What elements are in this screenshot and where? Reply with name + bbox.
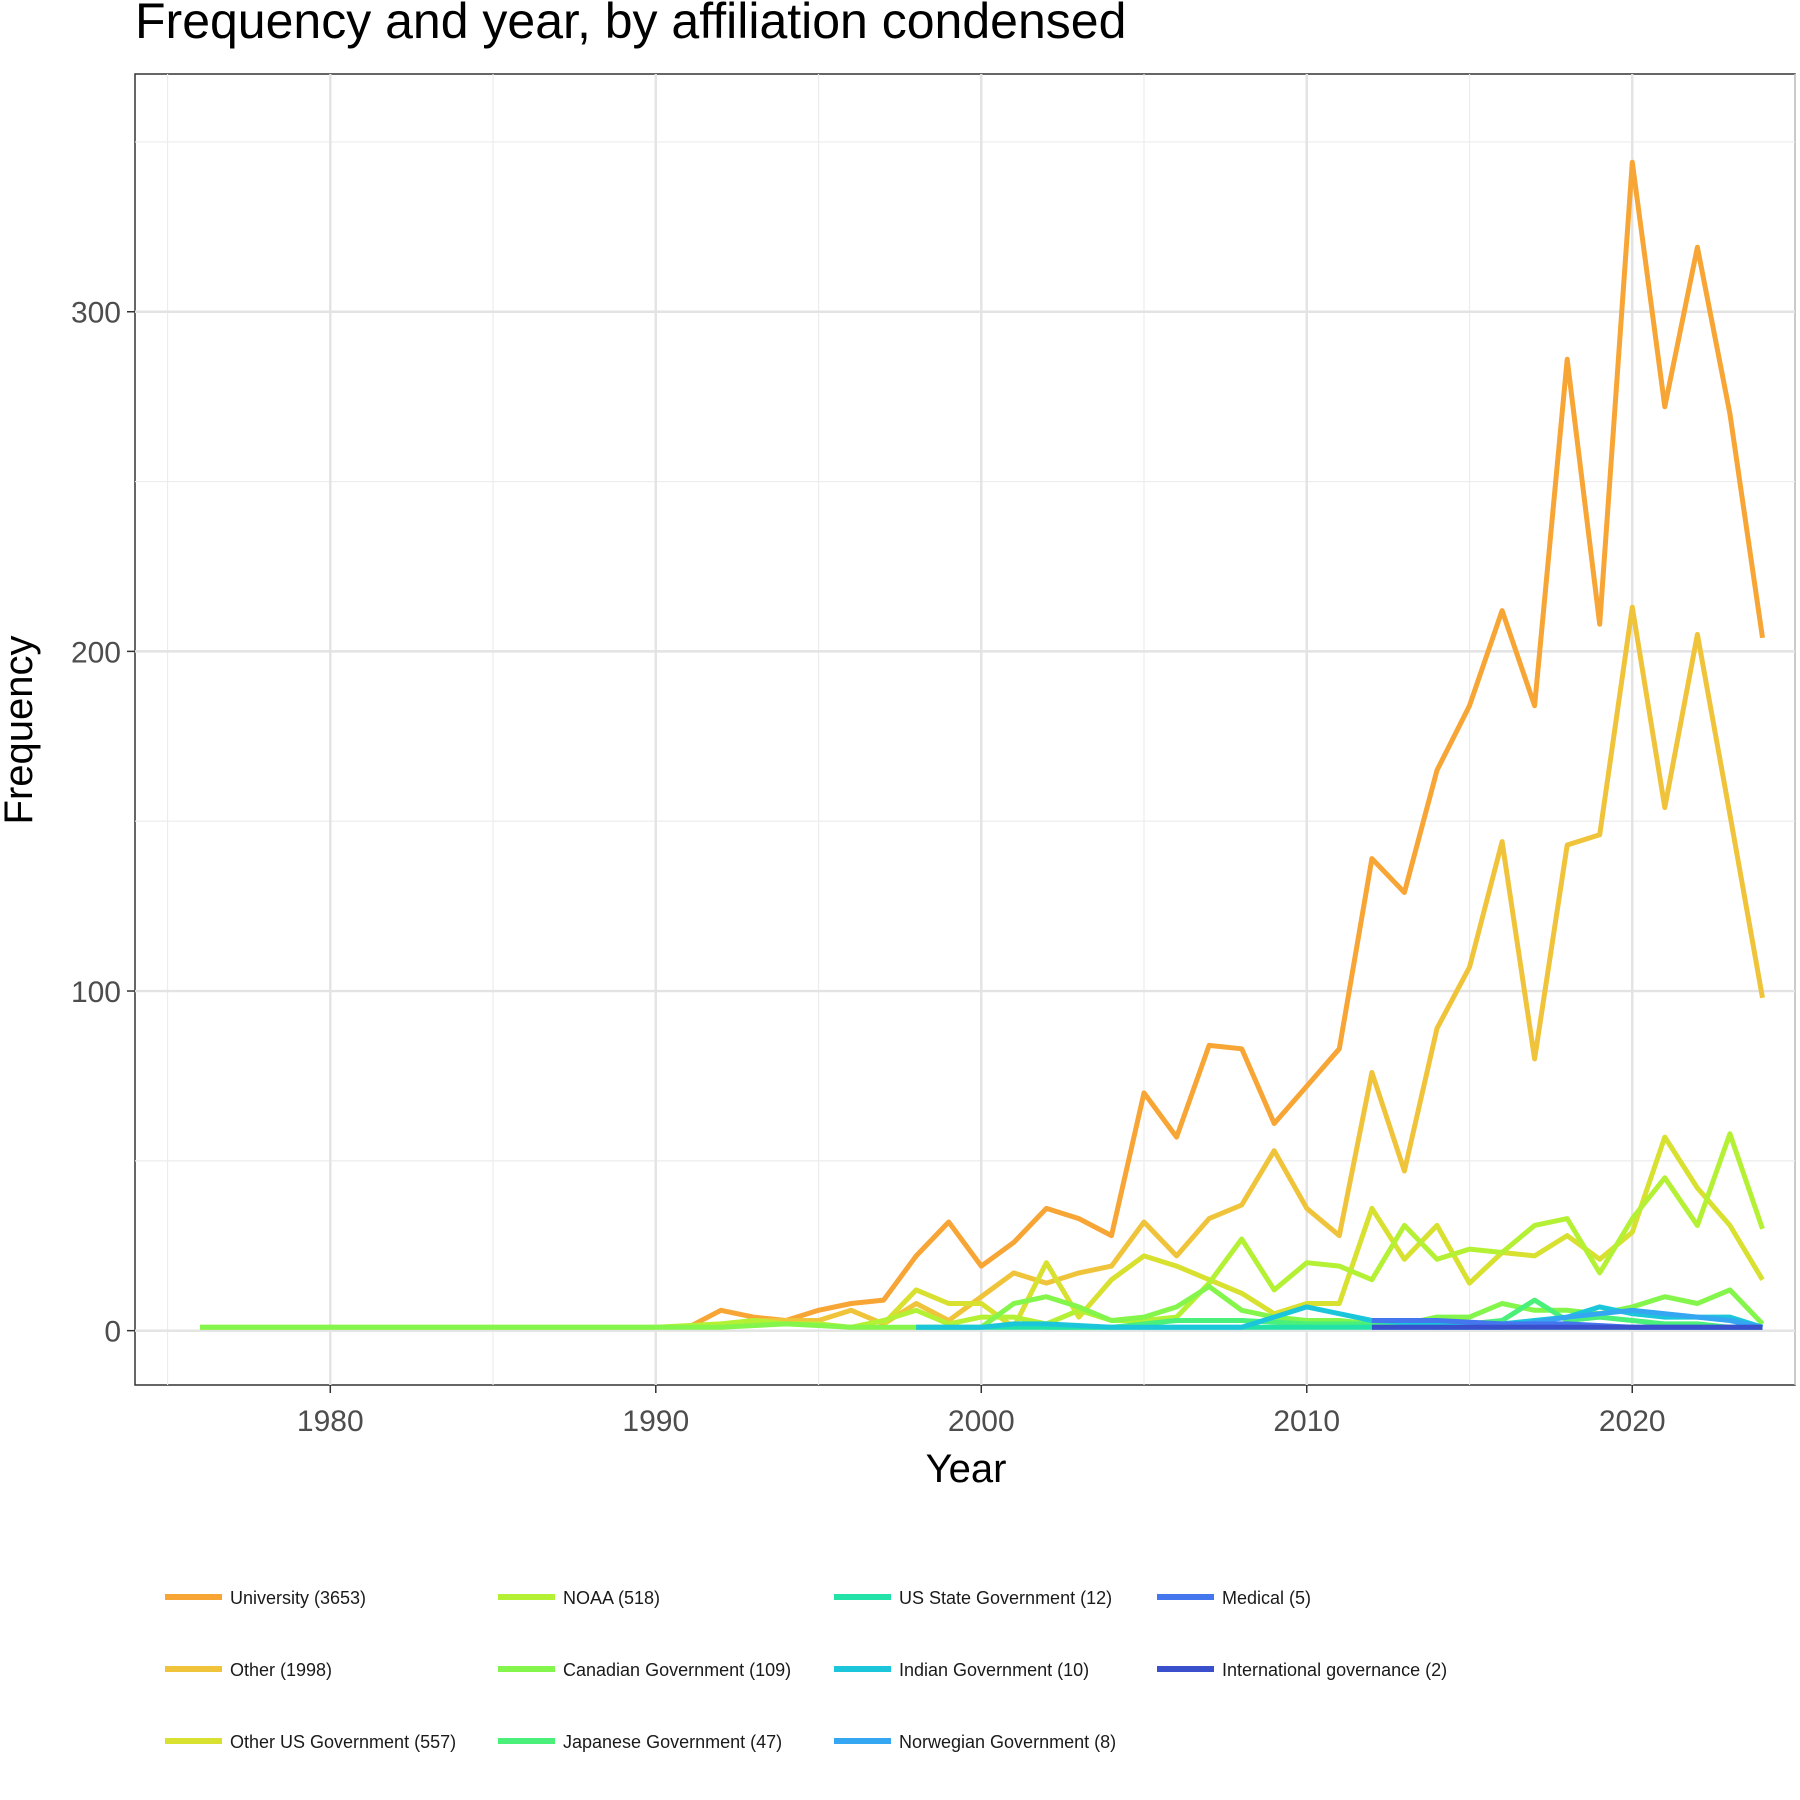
grid xyxy=(135,74,1796,1385)
y-tick-label: 300 xyxy=(71,297,121,330)
x-tick-label: 2010 xyxy=(1273,1405,1340,1438)
x-tick-label: 1980 xyxy=(297,1405,364,1438)
y-tick-label: 200 xyxy=(71,636,121,669)
y-tick-label: 0 xyxy=(104,1316,121,1349)
legend-label: NOAA (518) xyxy=(563,1588,660,1608)
x-tick-label: 1990 xyxy=(622,1405,689,1438)
y-axis-ticks: 0 100 200 300 xyxy=(71,297,135,1349)
legend-label: University (3653) xyxy=(230,1588,366,1608)
x-axis-ticks: 1980 1990 2000 2010 2020 xyxy=(297,1385,1666,1438)
legend-label: US State Government (12) xyxy=(899,1588,1112,1608)
legend: University (3653) Other (1998) Other US Go… xyxy=(165,1588,1447,1752)
series-line xyxy=(1046,1297,1763,1330)
legend-label: Medical (5) xyxy=(1222,1588,1311,1608)
legend-label: Japanese Government (47) xyxy=(563,1732,782,1752)
x-tick-label: 2000 xyxy=(948,1405,1015,1438)
y-axis-title: Frequency xyxy=(0,636,41,825)
y-tick-label: 100 xyxy=(71,976,121,1009)
plot-panel xyxy=(134,73,1796,1386)
x-tick-label: 2020 xyxy=(1599,1405,1666,1438)
legend-label: Other (1998) xyxy=(230,1660,332,1680)
legend-label: Norwegian Government (8) xyxy=(899,1732,1116,1752)
legend-label: Canadian Government (109) xyxy=(563,1660,791,1680)
series-line xyxy=(687,159,1765,1330)
legend-label: Other US Government (557) xyxy=(230,1732,456,1752)
series-lines xyxy=(200,159,1765,1330)
legend-label: Indian Government (10) xyxy=(899,1660,1089,1680)
legend-label: International governance (2) xyxy=(1222,1660,1447,1680)
x-axis-title: Year xyxy=(926,1447,1007,1491)
chart-title: Frequency and year, by affiliation conde… xyxy=(135,0,1126,49)
